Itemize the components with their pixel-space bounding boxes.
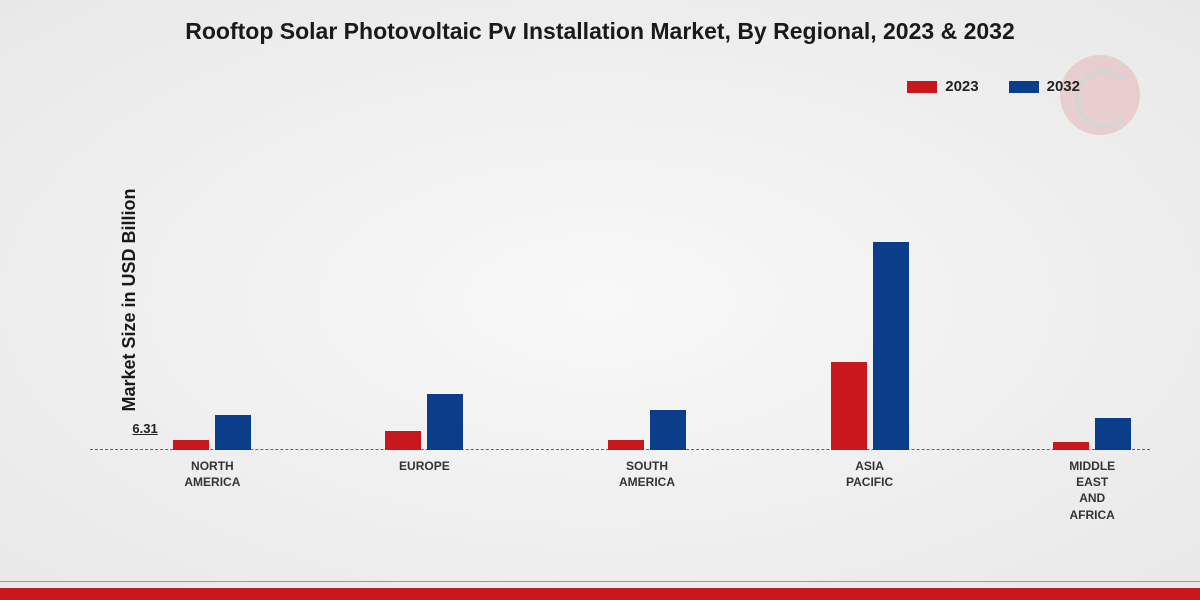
data-label: 6.31 [132, 421, 157, 436]
category-label: NORTH AMERICA [132, 450, 292, 490]
bar [831, 362, 867, 450]
bar-group: ASIA PACIFIC [790, 242, 950, 450]
footer-bar [0, 588, 1200, 600]
footer-divider [0, 581, 1200, 582]
legend-label-2023: 2023 [945, 78, 978, 95]
category-label: EUROPE [344, 450, 504, 474]
bar [1095, 418, 1131, 450]
bar [608, 440, 644, 450]
legend-swatch-2032 [1009, 81, 1039, 93]
chart-title: Rooftop Solar Photovoltaic Pv Installati… [185, 18, 1014, 45]
bar [215, 415, 251, 450]
legend: 2023 2032 [907, 78, 1080, 95]
bar [427, 394, 463, 450]
category-label: ASIA PACIFIC [790, 450, 950, 490]
legend-label-2032: 2032 [1047, 78, 1080, 95]
watermark-logo [1060, 55, 1140, 135]
bar [173, 440, 209, 450]
bar [385, 431, 421, 450]
bar [873, 242, 909, 450]
legend-swatch-2023 [907, 81, 937, 93]
bar-group: EUROPE [344, 394, 504, 450]
bar [1053, 442, 1089, 450]
category-label: MIDDLE EAST AND AFRICA [1012, 450, 1172, 523]
legend-item-2032: 2032 [1009, 78, 1080, 95]
bar-group: MIDDLE EAST AND AFRICA [1012, 418, 1172, 450]
plot-area: NORTH AMERICAEUROPESOUTH AMERICAASIA PAC… [90, 130, 1150, 450]
legend-item-2023: 2023 [907, 78, 978, 95]
bar-group: SOUTH AMERICA [567, 410, 727, 450]
bar [650, 410, 686, 450]
category-label: SOUTH AMERICA [567, 450, 727, 490]
